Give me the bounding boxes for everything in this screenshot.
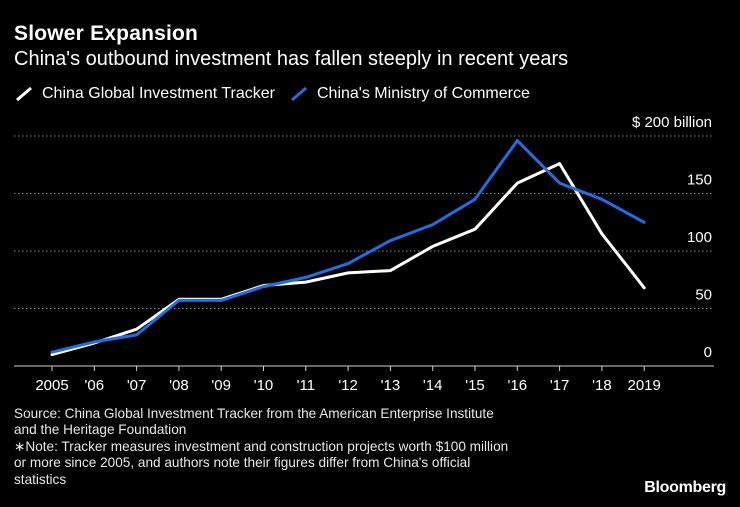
line-chart: 0 50 100 150 $ 200 billion 2005 '06 '07 '08 '09 '1… bbox=[14, 114, 714, 394]
x-tick-label: '14 bbox=[423, 377, 443, 394]
y-tick-label: 0 bbox=[704, 344, 712, 361]
legend-label-tracker: China Global Investment Tracker bbox=[42, 85, 275, 102]
x-tick-label: 2005 bbox=[35, 377, 68, 394]
x-tick-label: '11 bbox=[297, 377, 315, 394]
series-line-commerce bbox=[50, 139, 646, 354]
source-line: and the Heritage Foundation bbox=[14, 422, 187, 438]
x-tick-label: '18 bbox=[592, 377, 612, 394]
note-line: statistics bbox=[14, 471, 67, 487]
series-line-tracker bbox=[50, 162, 646, 356]
source-note: Source: China Global Investment Tracker … bbox=[14, 406, 654, 488]
y-tick-label: 50 bbox=[695, 287, 712, 304]
legend-item-commerce: China's Ministry of Commerce bbox=[289, 85, 530, 103]
x-tick-label: '10 bbox=[254, 377, 274, 394]
bloomberg-logo: Bloomberg bbox=[644, 479, 726, 496]
x-tick-label: '07 bbox=[127, 377, 147, 394]
x-tick-label: '13 bbox=[381, 377, 401, 394]
x-tick-label: '06 bbox=[85, 377, 105, 394]
y-tick-label: 100 bbox=[687, 229, 712, 246]
legend-item-tracker: China Global Investment Tracker bbox=[14, 85, 275, 103]
note-line: or more since 2005, and authors note the… bbox=[14, 455, 471, 471]
note-line: ∗Note: Tracker measures investment and c… bbox=[14, 438, 509, 454]
source-line: Source: China Global Investment Tracker … bbox=[14, 406, 494, 421]
y-tick-label: 150 bbox=[687, 172, 712, 189]
legend-swatch-commerce-icon bbox=[289, 86, 311, 102]
legend-swatch-tracker-icon bbox=[14, 86, 36, 102]
x-tick-label: '17 bbox=[550, 377, 570, 394]
x-tick-label: '12 bbox=[338, 377, 358, 394]
x-tick-label: '15 bbox=[465, 377, 485, 394]
x-tick-label: '16 bbox=[508, 377, 528, 394]
legend-label-commerce: China's Ministry of Commerce bbox=[317, 85, 530, 102]
chart-title: Slower Expansion bbox=[14, 22, 199, 45]
x-tick-label: '08 bbox=[169, 377, 189, 394]
legend: China Global Investment Tracker China's … bbox=[14, 85, 544, 103]
y-tick-label: $ 200 billion bbox=[632, 114, 712, 131]
chart-subtitle: China's outbound investment has fallen s… bbox=[14, 48, 569, 70]
x-tick-label: 2019 bbox=[628, 377, 661, 394]
x-tick-label: '09 bbox=[211, 377, 231, 394]
